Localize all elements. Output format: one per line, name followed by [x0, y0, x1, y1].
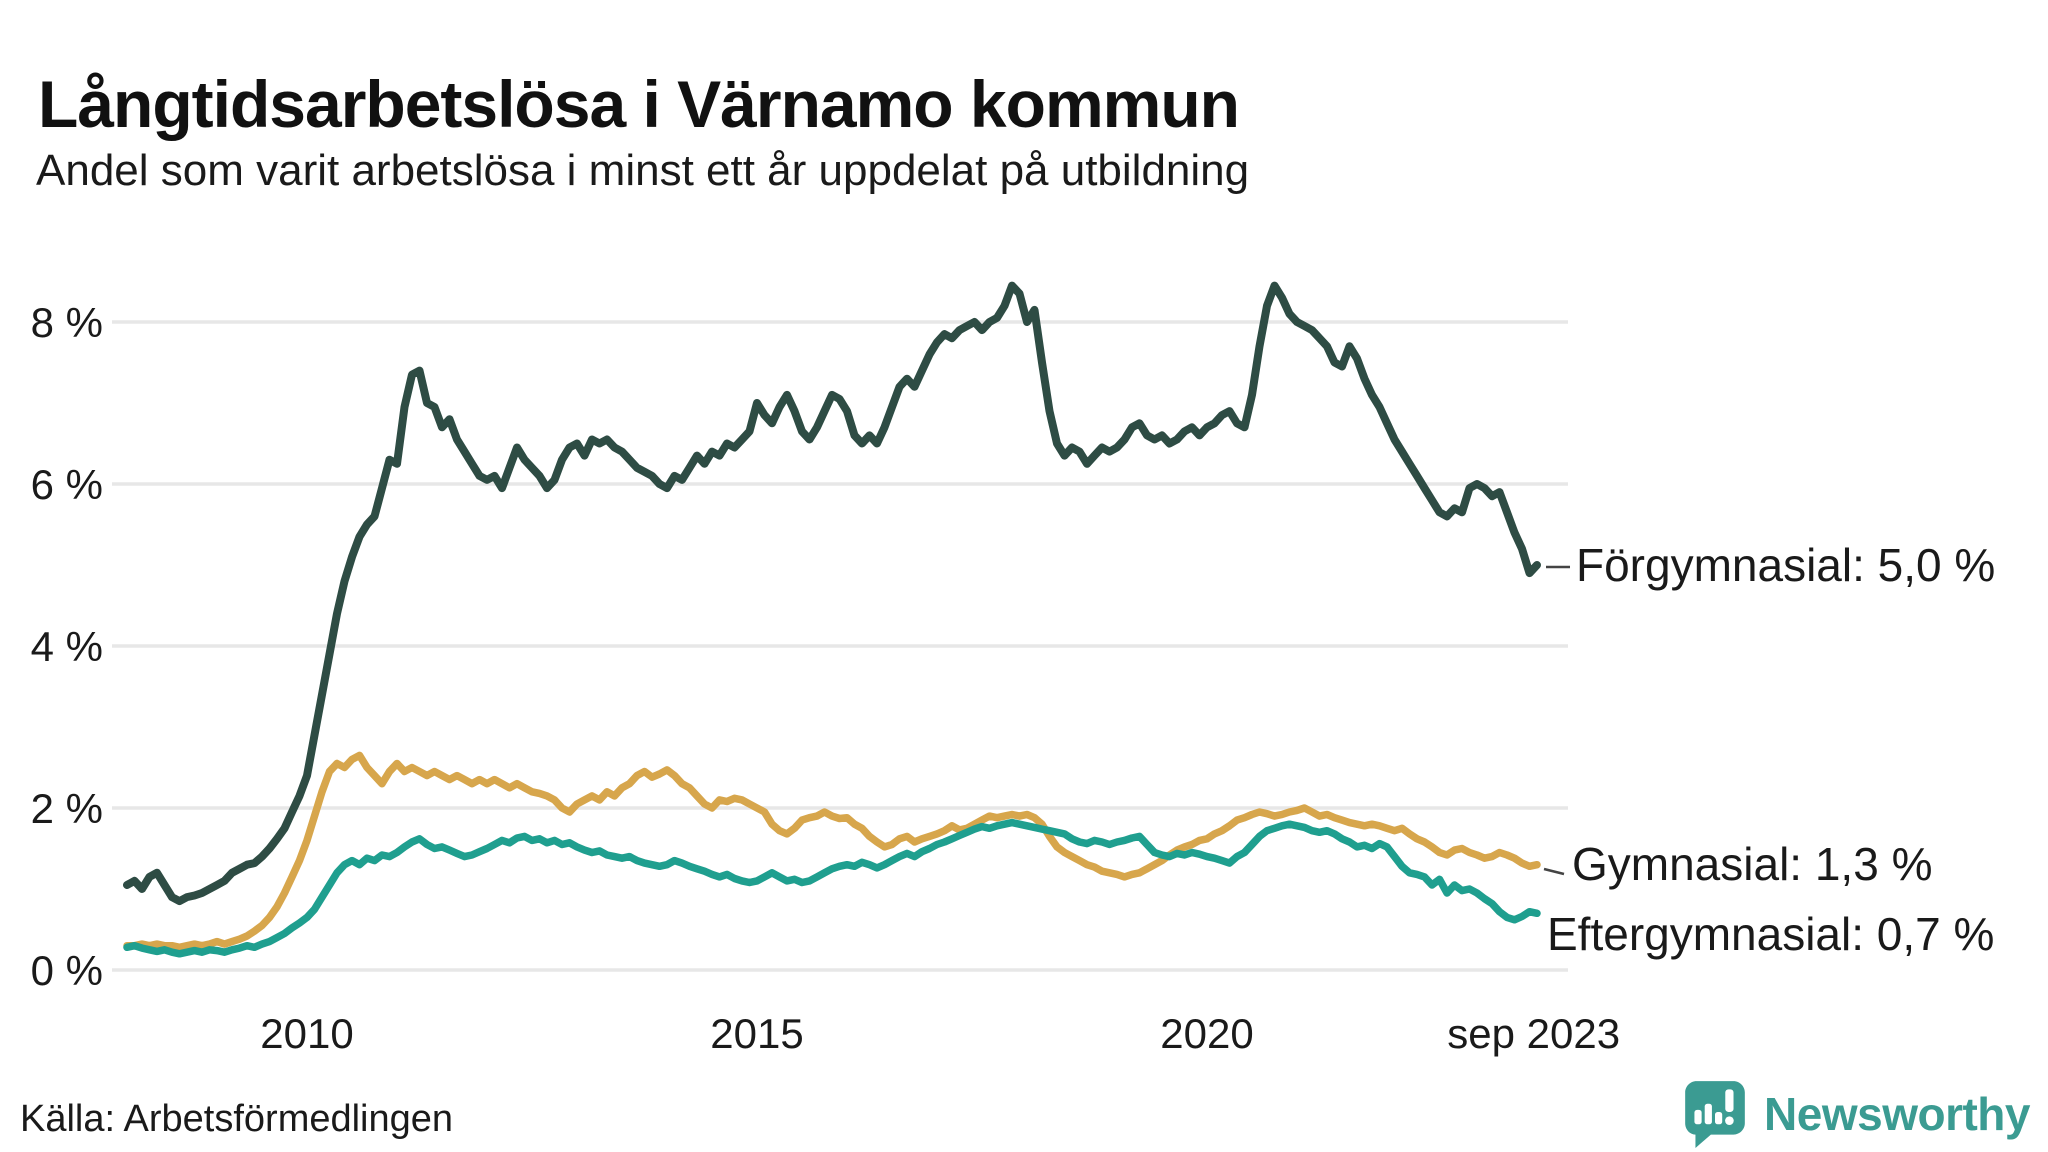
y-axis-tick-label: 6 % [31, 461, 103, 508]
newsworthy-logo-icon [1685, 1081, 1745, 1148]
page-title: Långtidsarbetslösa i Värnamo kommun [38, 67, 1240, 142]
series-end-label-gymnasial: Gymnasial: 1,3 % [1572, 838, 1932, 890]
y-axis-tick-label: 4 % [31, 623, 103, 670]
y-axis-tick-label: 0 % [31, 947, 103, 994]
y-axis-tick-label: 8 % [31, 299, 103, 346]
y-axis-tick-label: 2 % [31, 785, 103, 832]
newsworthy-logo-text: Newsworthy [1764, 1088, 2030, 1140]
series-line-eftergymnasial [123, 818, 1541, 958]
x-axis-tick-label: sep 2023 [1447, 1010, 1620, 1057]
x-axis-tick-label: 2015 [710, 1010, 803, 1057]
label-connector [1543, 867, 1565, 876]
series-end-label-eftergymnasial: Eftergymnasial: 0,7 % [1547, 908, 1994, 960]
series-line-gymnasial [123, 751, 1541, 952]
source-note: Källa: Arbetsförmedlingen [20, 1098, 454, 1140]
series-end-label-förgymnasial: Förgymnasial: 5,0 % [1576, 539, 1995, 591]
page-subtitle: Andel som varit arbetslösa i minst ett å… [36, 146, 1250, 195]
x-axis-tick-label: 2010 [260, 1010, 353, 1057]
x-axis-tick-label: 2020 [1160, 1010, 1253, 1057]
series-line-förgymnasial [123, 281, 1541, 906]
newsworthy-logo: Newsworthy [1682, 1078, 2030, 1150]
